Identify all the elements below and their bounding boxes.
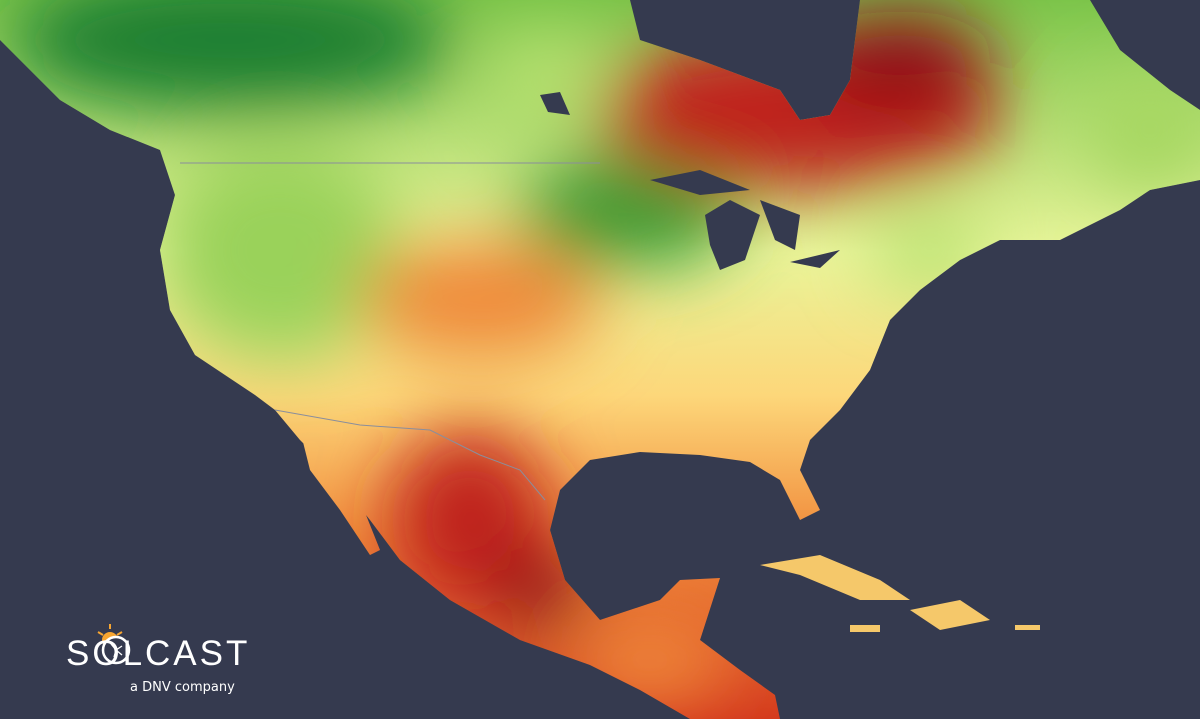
country-borders [180,162,600,501]
lake-erie [790,250,840,268]
lake [540,92,570,115]
lake-huron [760,200,800,250]
sun-icon [97,624,131,665]
lake-michigan [705,200,760,270]
caribbean-islands [760,555,1040,632]
solcast-logo: SOLCAST a DNV company [66,624,256,698]
logo-wordmark: SOLCAST [66,634,251,673]
logo-tagline: a DNV company [130,680,235,695]
lake-superior [650,170,750,195]
lakes [540,92,840,270]
